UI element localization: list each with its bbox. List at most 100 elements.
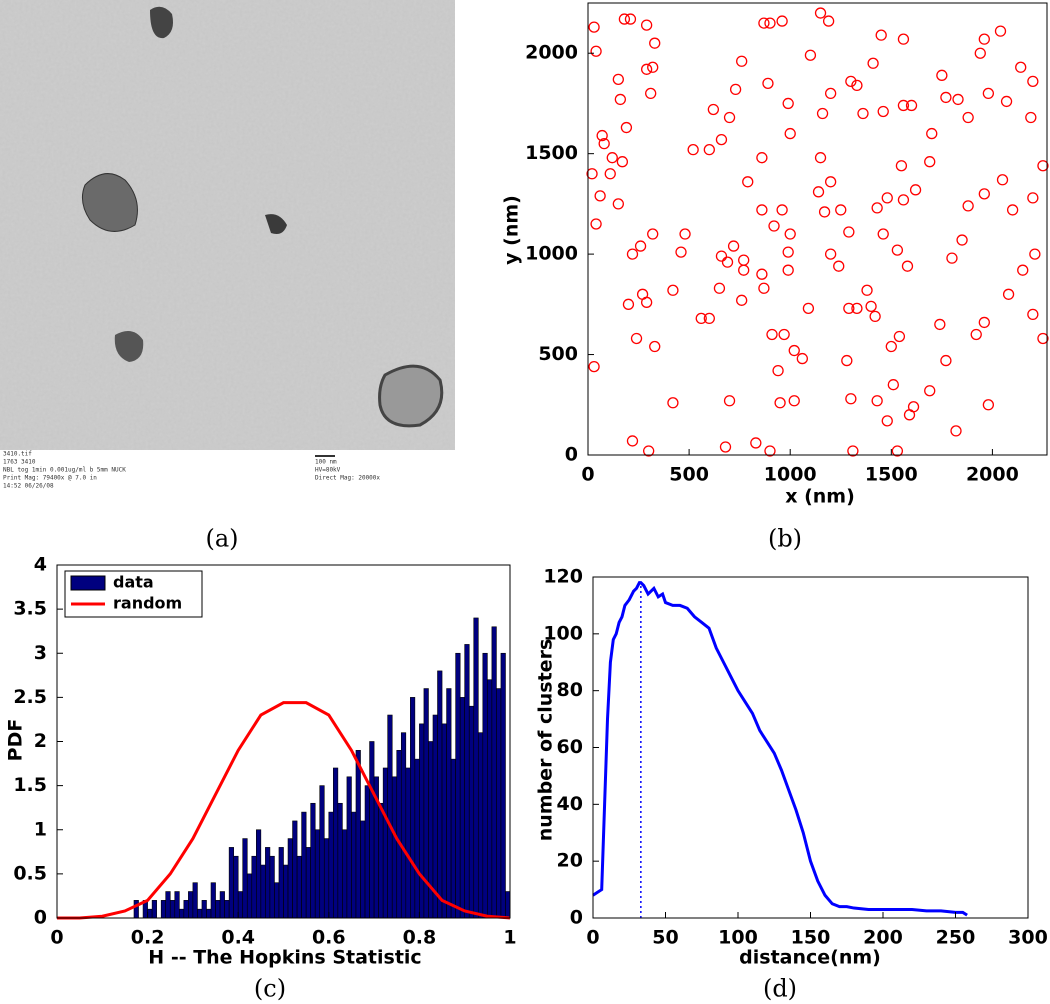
point <box>616 156 629 168</box>
point <box>978 316 990 329</box>
bar <box>441 723 447 919</box>
bar <box>473 617 479 919</box>
y-tick-label: 20 <box>557 850 583 872</box>
bar <box>391 776 398 919</box>
point <box>727 240 740 252</box>
bar <box>237 891 244 919</box>
point <box>796 352 808 365</box>
point <box>614 93 627 106</box>
x-tick-label: 0.2 <box>131 927 165 949</box>
x-tick-label: 0 <box>586 927 599 949</box>
point <box>978 188 990 200</box>
micrograph: 3410.tif 1763 3410 NBL tog 1min 0.001ug/… <box>0 0 455 553</box>
point <box>778 328 790 341</box>
point <box>952 93 964 106</box>
y-axis-label: number of clusters <box>535 639 557 842</box>
point <box>857 107 869 120</box>
bar <box>165 891 171 919</box>
point <box>626 248 639 260</box>
point <box>822 15 835 27</box>
point <box>590 218 602 230</box>
point <box>736 294 748 306</box>
bar <box>314 829 321 919</box>
point <box>620 121 633 134</box>
point <box>814 7 827 19</box>
bar <box>369 741 375 919</box>
y-tick-label: 1 <box>34 818 47 840</box>
point <box>871 202 883 214</box>
point <box>816 107 829 120</box>
point <box>893 330 906 343</box>
point <box>1002 288 1015 300</box>
x-tick-label: 1 <box>503 927 516 949</box>
bar <box>450 758 456 919</box>
y-tick-label: 1.5 <box>13 774 47 796</box>
point <box>776 15 788 27</box>
point <box>782 264 794 276</box>
x-axis-label: distance(nm) <box>739 947 881 969</box>
point <box>895 160 908 172</box>
bar <box>337 802 343 919</box>
bar <box>382 767 388 919</box>
point <box>703 312 715 325</box>
point <box>843 302 855 315</box>
bar <box>319 785 325 919</box>
point <box>1017 264 1029 276</box>
point <box>824 248 837 260</box>
bar <box>405 767 411 919</box>
bar <box>491 626 497 919</box>
point <box>715 133 728 146</box>
bar <box>446 688 452 919</box>
point <box>970 328 982 341</box>
caption: (a) <box>205 525 238 553</box>
legend-swatch <box>70 575 106 591</box>
caption: (b) <box>768 525 802 553</box>
bar <box>169 900 176 919</box>
point <box>1006 204 1019 216</box>
point <box>719 441 732 453</box>
point <box>756 204 768 216</box>
point <box>598 137 610 150</box>
point <box>861 284 873 296</box>
y-tick-label: 500 <box>538 343 578 365</box>
point <box>994 25 1007 37</box>
bar <box>310 802 316 919</box>
bar <box>174 891 180 919</box>
bar <box>215 900 221 919</box>
point <box>675 246 687 258</box>
point <box>881 415 893 427</box>
point <box>723 395 736 407</box>
point <box>802 302 815 315</box>
x-tick-label: 1000 <box>764 464 817 486</box>
point <box>1037 332 1049 345</box>
bar <box>147 908 153 919</box>
bar <box>396 750 402 919</box>
point <box>624 13 637 25</box>
bar <box>378 802 384 919</box>
point <box>788 395 800 407</box>
point <box>626 435 639 447</box>
point <box>594 190 606 202</box>
bar <box>500 652 506 919</box>
bar <box>346 776 352 919</box>
micro-label: 14:52 06/26/08 <box>3 483 54 490</box>
x-tick-label: 0.8 <box>403 927 437 949</box>
point <box>865 300 877 312</box>
x-tick-label: 300 <box>1008 927 1048 949</box>
point <box>891 445 904 457</box>
point <box>841 354 853 367</box>
x-axis-label: x (nm) <box>785 486 855 508</box>
bar <box>219 891 225 919</box>
point <box>909 184 922 196</box>
bar <box>414 758 420 919</box>
micro-label: NBL tog 1min 0.001ug/ml b 5mm NUCK <box>3 467 126 474</box>
bar <box>496 688 502 919</box>
point <box>950 425 962 437</box>
bar <box>360 820 366 919</box>
micro-label: Direct Mag: 20000x <box>315 475 380 482</box>
y-tick-label: 0 <box>565 444 578 466</box>
bar <box>183 900 189 919</box>
x-tick-label: 1500 <box>865 464 918 486</box>
bar <box>419 723 425 919</box>
bar <box>477 732 484 919</box>
